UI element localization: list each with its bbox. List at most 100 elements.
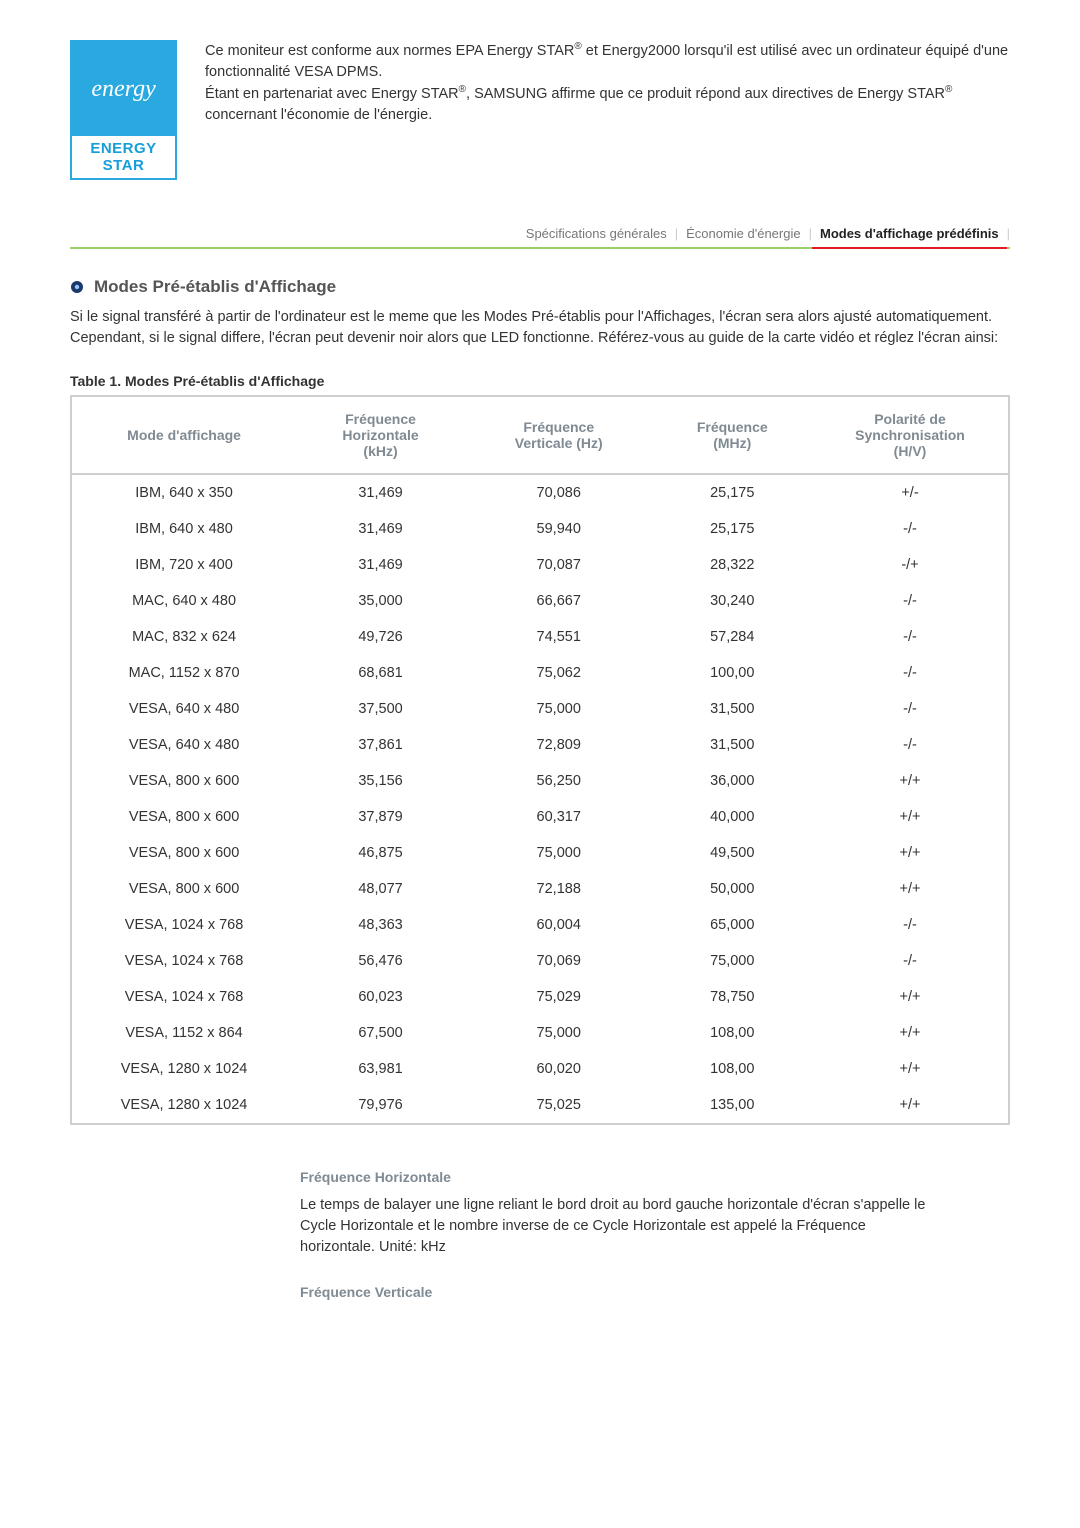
table-row: IBM, 720 x 40031,46970,08728,322-/+ bbox=[71, 547, 1009, 583]
table-row: IBM, 640 x 35031,46970,08625,175+/- bbox=[71, 474, 1009, 511]
table-cell: 31,500 bbox=[653, 691, 812, 727]
table-cell: VESA, 1152 x 864 bbox=[71, 1015, 296, 1051]
bullet-icon bbox=[70, 280, 84, 294]
table-row: VESA, 800 x 60035,15656,25036,000+/+ bbox=[71, 763, 1009, 799]
table-cell: 31,469 bbox=[296, 547, 465, 583]
col-hfreq: FréquenceHorizontale(kHz) bbox=[296, 396, 465, 474]
intro-line2a: Étant en partenariat avec Energy STAR bbox=[205, 86, 459, 102]
table-cell: 75,000 bbox=[465, 1015, 653, 1051]
reg-mark: ® bbox=[574, 41, 581, 52]
table-cell: -/- bbox=[812, 583, 1009, 619]
table-cell: 60,317 bbox=[465, 799, 653, 835]
table-row: VESA, 1152 x 86467,50075,000108,00+/+ bbox=[71, 1015, 1009, 1051]
table-cell: -/- bbox=[812, 727, 1009, 763]
table-cell: 108,00 bbox=[653, 1051, 812, 1087]
intro-text: Ce moniteur est conforme aux normes EPA … bbox=[205, 40, 1010, 126]
table-cell: 68,681 bbox=[296, 655, 465, 691]
table-cell: 75,062 bbox=[465, 655, 653, 691]
table-cell: 75,000 bbox=[465, 835, 653, 871]
table-cell: 30,240 bbox=[653, 583, 812, 619]
table-cell: 60,023 bbox=[296, 979, 465, 1015]
table-cell: -/+ bbox=[812, 547, 1009, 583]
reg-mark: ® bbox=[459, 84, 466, 95]
table-cell: 49,726 bbox=[296, 619, 465, 655]
table-cell: 31,469 bbox=[296, 511, 465, 547]
tab-general-specs[interactable]: Spécifications générales bbox=[518, 222, 675, 249]
energy-star-graphic: energy bbox=[72, 42, 175, 136]
table-cell: IBM, 720 x 400 bbox=[71, 547, 296, 583]
table-row: MAC, 640 x 48035,00066,66730,240-/- bbox=[71, 583, 1009, 619]
table-cell: 57,284 bbox=[653, 619, 812, 655]
table-cell: 36,000 bbox=[653, 763, 812, 799]
energy-star-logo: energy ENERGY STAR bbox=[70, 40, 177, 180]
table-cell: 56,250 bbox=[465, 763, 653, 799]
table-cell: VESA, 800 x 600 bbox=[71, 799, 296, 835]
table-cell: 63,981 bbox=[296, 1051, 465, 1087]
table-row: VESA, 640 x 48037,86172,80931,500-/- bbox=[71, 727, 1009, 763]
table-cell: 25,175 bbox=[653, 474, 812, 511]
table-cell: VESA, 1280 x 1024 bbox=[71, 1051, 296, 1087]
table-cell: 37,861 bbox=[296, 727, 465, 763]
table-cell: 37,879 bbox=[296, 799, 465, 835]
table-cell: 48,363 bbox=[296, 907, 465, 943]
table-cell: 48,077 bbox=[296, 871, 465, 907]
reg-mark: ® bbox=[945, 84, 952, 95]
col-polarity: Polarité deSynchronisation(H/V) bbox=[812, 396, 1009, 474]
table-row: VESA, 1024 x 76856,47670,06975,000-/- bbox=[71, 943, 1009, 979]
table-row: MAC, 832 x 62449,72674,55157,284-/- bbox=[71, 619, 1009, 655]
table-cell: -/- bbox=[812, 943, 1009, 979]
table-cell: +/+ bbox=[812, 835, 1009, 871]
table-cell: +/+ bbox=[812, 979, 1009, 1015]
table-cell: VESA, 640 x 480 bbox=[71, 691, 296, 727]
table-row: VESA, 800 x 60048,07772,18850,000+/+ bbox=[71, 871, 1009, 907]
section-paragraph: Si le signal transféré à partir de l'ord… bbox=[70, 307, 1010, 349]
table-cell: 67,500 bbox=[296, 1015, 465, 1051]
table-cell: VESA, 1024 x 768 bbox=[71, 907, 296, 943]
table-cell: -/- bbox=[812, 619, 1009, 655]
section-header: Modes Pré-établis d'Affichage bbox=[70, 277, 1010, 297]
table-cell: 35,000 bbox=[296, 583, 465, 619]
table-cell: 135,00 bbox=[653, 1087, 812, 1124]
table-cell: 46,875 bbox=[296, 835, 465, 871]
table-row: VESA, 640 x 48037,50075,00031,500-/- bbox=[71, 691, 1009, 727]
table-row: MAC, 1152 x 87068,68175,062100,00-/- bbox=[71, 655, 1009, 691]
table-cell: +/+ bbox=[812, 763, 1009, 799]
table-cell: 70,086 bbox=[465, 474, 653, 511]
section-title: Modes Pré-établis d'Affichage bbox=[94, 277, 336, 297]
table-cell: 49,500 bbox=[653, 835, 812, 871]
table-cell: 70,087 bbox=[465, 547, 653, 583]
table-cell: 66,667 bbox=[465, 583, 653, 619]
def-vfreq-title: Fréquence Verticale bbox=[300, 1284, 940, 1300]
table-cell: +/+ bbox=[812, 1087, 1009, 1124]
table-cell: IBM, 640 x 480 bbox=[71, 511, 296, 547]
intro-line2c: concernant l'économie de l'énergie. bbox=[205, 107, 432, 123]
table-row: VESA, 800 x 60037,87960,31740,000+/+ bbox=[71, 799, 1009, 835]
table-cell: 59,940 bbox=[465, 511, 653, 547]
tab-preset-modes[interactable]: Modes d'affichage prédéfinis bbox=[812, 222, 1007, 249]
table-cell: 28,322 bbox=[653, 547, 812, 583]
table-cell: MAC, 640 x 480 bbox=[71, 583, 296, 619]
table-body: IBM, 640 x 35031,46970,08625,175+/-IBM, … bbox=[71, 474, 1009, 1124]
tab-power-saving[interactable]: Économie d'énergie bbox=[678, 222, 809, 249]
table-cell: IBM, 640 x 350 bbox=[71, 474, 296, 511]
preset-modes-table: Mode d'affichage FréquenceHorizontale(kH… bbox=[70, 395, 1010, 1125]
table-cell: VESA, 1024 x 768 bbox=[71, 979, 296, 1015]
intro-line1a: Ce moniteur est conforme aux normes EPA … bbox=[205, 43, 574, 59]
table-cell: VESA, 1024 x 768 bbox=[71, 943, 296, 979]
table-cell: MAC, 832 x 624 bbox=[71, 619, 296, 655]
table-cell: 75,000 bbox=[465, 691, 653, 727]
table-cell: 35,156 bbox=[296, 763, 465, 799]
table-cell: 31,469 bbox=[296, 474, 465, 511]
table-row: VESA, 800 x 60046,87575,00049,500+/+ bbox=[71, 835, 1009, 871]
table-cell: 31,500 bbox=[653, 727, 812, 763]
table-cell: VESA, 800 x 600 bbox=[71, 763, 296, 799]
table-cell: 100,00 bbox=[653, 655, 812, 691]
def-hfreq-body: Le temps de balayer une ligne reliant le… bbox=[300, 1195, 940, 1258]
header-block: energy ENERGY STAR Ce moniteur est confo… bbox=[70, 40, 1010, 180]
table-cell: 108,00 bbox=[653, 1015, 812, 1051]
tab-separator: | bbox=[1007, 226, 1010, 249]
table-cell: VESA, 800 x 600 bbox=[71, 835, 296, 871]
table-cell: 78,750 bbox=[653, 979, 812, 1015]
table-cell: 37,500 bbox=[296, 691, 465, 727]
table-cell: 79,976 bbox=[296, 1087, 465, 1124]
